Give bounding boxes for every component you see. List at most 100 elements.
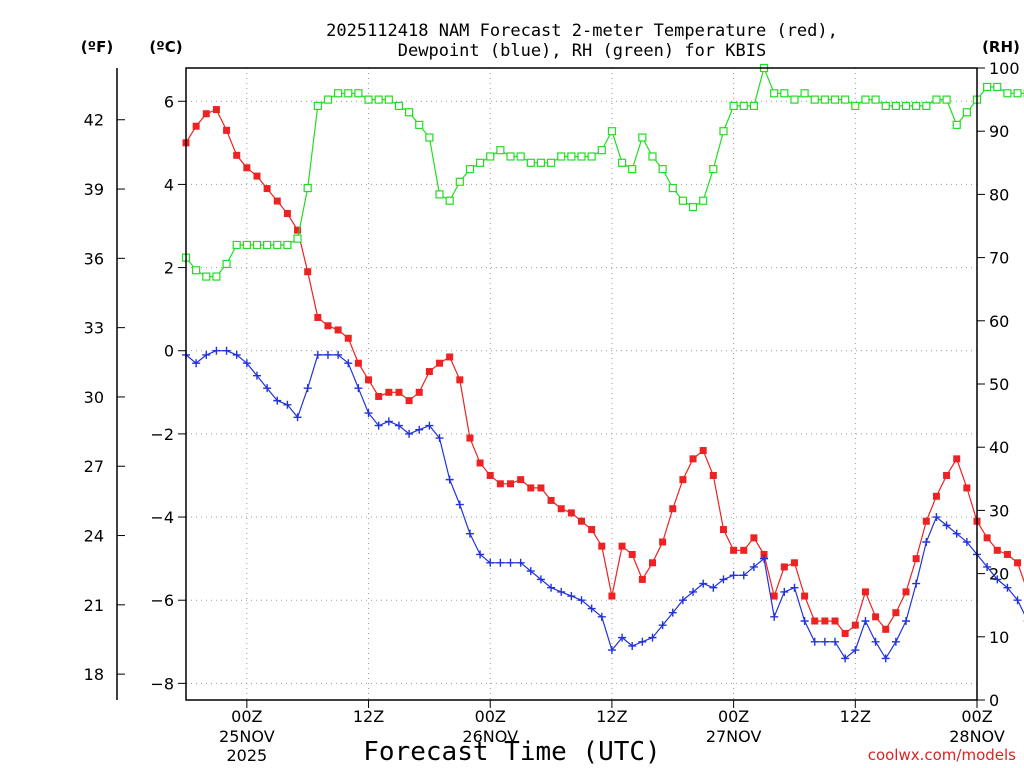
time-tick-label: 12Z (596, 707, 627, 726)
dewpoint-point (1003, 583, 1012, 592)
dewpoint-point (952, 529, 961, 538)
rh-point (881, 101, 890, 111)
dewpoint-point (536, 575, 545, 584)
2-meter-temperature-point (253, 172, 261, 180)
dewpoint-point (435, 434, 444, 443)
rh-point (1013, 89, 1022, 98)
dewpoint-point (983, 562, 992, 571)
2-meter-temperature-point (1003, 550, 1011, 558)
celsius-tick-label: −4 (150, 508, 174, 527)
rh-point (354, 89, 363, 98)
dewpoint-point (354, 384, 363, 393)
2-meter-temperature-point (223, 126, 231, 134)
2-meter-temperature-point (638, 575, 646, 583)
dewpoint-point (780, 587, 789, 596)
rh-point (283, 240, 292, 250)
2-meter-temperature-point (334, 326, 342, 334)
time-tick-label: 12Z (353, 707, 384, 726)
fahrenheit-tick-label: 24 (84, 527, 104, 546)
rh-point (212, 272, 221, 281)
rh-tick-label: 40 (989, 438, 1009, 457)
rh-point (983, 82, 992, 92)
credit-link[interactable]: coolwx.com/models (868, 746, 1016, 764)
rh-point (668, 183, 677, 193)
dewpoint-point (699, 579, 708, 588)
2-meter-temperature-point (466, 434, 474, 442)
2-meter-temperature-point (770, 592, 778, 600)
chart-title: 2025112418 NAM Forecast 2-meter Temperat… (326, 21, 838, 41)
2-meter-temperature-point (212, 106, 220, 114)
year-tick-label: 2025 (226, 746, 267, 765)
rh-point (901, 101, 911, 111)
dewpoint-point (202, 350, 211, 359)
dewpoint-point (790, 583, 799, 592)
dewpoint-point (577, 596, 586, 605)
celsius-tick-label: 6 (164, 92, 174, 111)
rh-point (273, 240, 282, 250)
2-meter-temperature-point (578, 517, 585, 525)
rh-point (536, 158, 546, 167)
rh-point (739, 101, 748, 111)
dewpoint-point (394, 421, 403, 430)
date-tick-label: 26NOV (462, 727, 518, 746)
rh-point (962, 108, 971, 117)
2-meter-temperature-point (547, 496, 555, 504)
rh-point (384, 95, 393, 104)
rh-point (567, 152, 576, 161)
celsius-unit-label: (ºC) (149, 38, 182, 56)
2-meter-temperature-point (385, 388, 393, 396)
celsius-axis: 6 4 2 0 −2 −4 −6 −8 (150, 92, 186, 693)
2-meter-temperature-point (233, 151, 241, 159)
rh-point (405, 108, 414, 117)
dewpoint-point (242, 359, 251, 368)
2-meter-temperature-point (314, 313, 322, 321)
dewpoint-point (678, 596, 687, 605)
dewpoint-point (962, 538, 971, 546)
2-meter-temperature-point (659, 538, 667, 546)
dewpoint-point (344, 359, 353, 368)
time-tick-label: 00Z (231, 707, 262, 726)
rh-point (232, 240, 241, 250)
celsius-tick-label: 2 (164, 259, 174, 278)
2-meter-temperature-point (517, 476, 525, 484)
rh-tick-label: 30 (989, 501, 1009, 520)
series-layer (181, 63, 1024, 663)
dewpoint-point (445, 475, 454, 484)
fahrenheit-tick-label: 30 (84, 388, 104, 407)
dewpoint-point (851, 646, 860, 655)
rh-point (851, 101, 860, 111)
rh-point (942, 95, 951, 104)
2-meter-temperature-point (902, 588, 910, 596)
rh-point (830, 95, 840, 104)
rh-point (597, 146, 606, 155)
plot-frame (185, 67, 978, 701)
dewpoint-point (263, 384, 272, 393)
dewpoint-point (993, 575, 1002, 584)
dewpoint-point (942, 521, 951, 530)
rh-point (445, 196, 454, 205)
fahrenheit-unit-label: (ºF) (81, 38, 113, 56)
fahrenheit-tick-label: 18 (84, 665, 104, 684)
time-tick-label: 12Z (840, 707, 871, 726)
dewpoint-point (668, 608, 677, 617)
2-meter-temperature-point (263, 185, 271, 193)
dewpoint-point (486, 558, 495, 567)
dewpoint-point (587, 604, 596, 613)
celsius-tick-label: −2 (150, 425, 174, 444)
dewpoint-point (526, 567, 535, 576)
rh-point (617, 158, 627, 167)
2-meter-temperature-point (243, 164, 251, 172)
chart-subtitle: Dewpoint (blue), RH (green) for KBIS (398, 41, 766, 61)
2-meter-temperature-point (922, 517, 930, 525)
rh-point (394, 101, 404, 111)
rh-point (334, 89, 343, 98)
rh-point (820, 95, 829, 104)
2-meter-temperature-point (872, 613, 880, 621)
dewpoint-point (476, 550, 485, 559)
dewpoint-point (648, 633, 657, 642)
dewpoint-point (820, 637, 829, 646)
2-meter-temperature-point (1014, 559, 1022, 567)
rh-point (192, 266, 201, 275)
